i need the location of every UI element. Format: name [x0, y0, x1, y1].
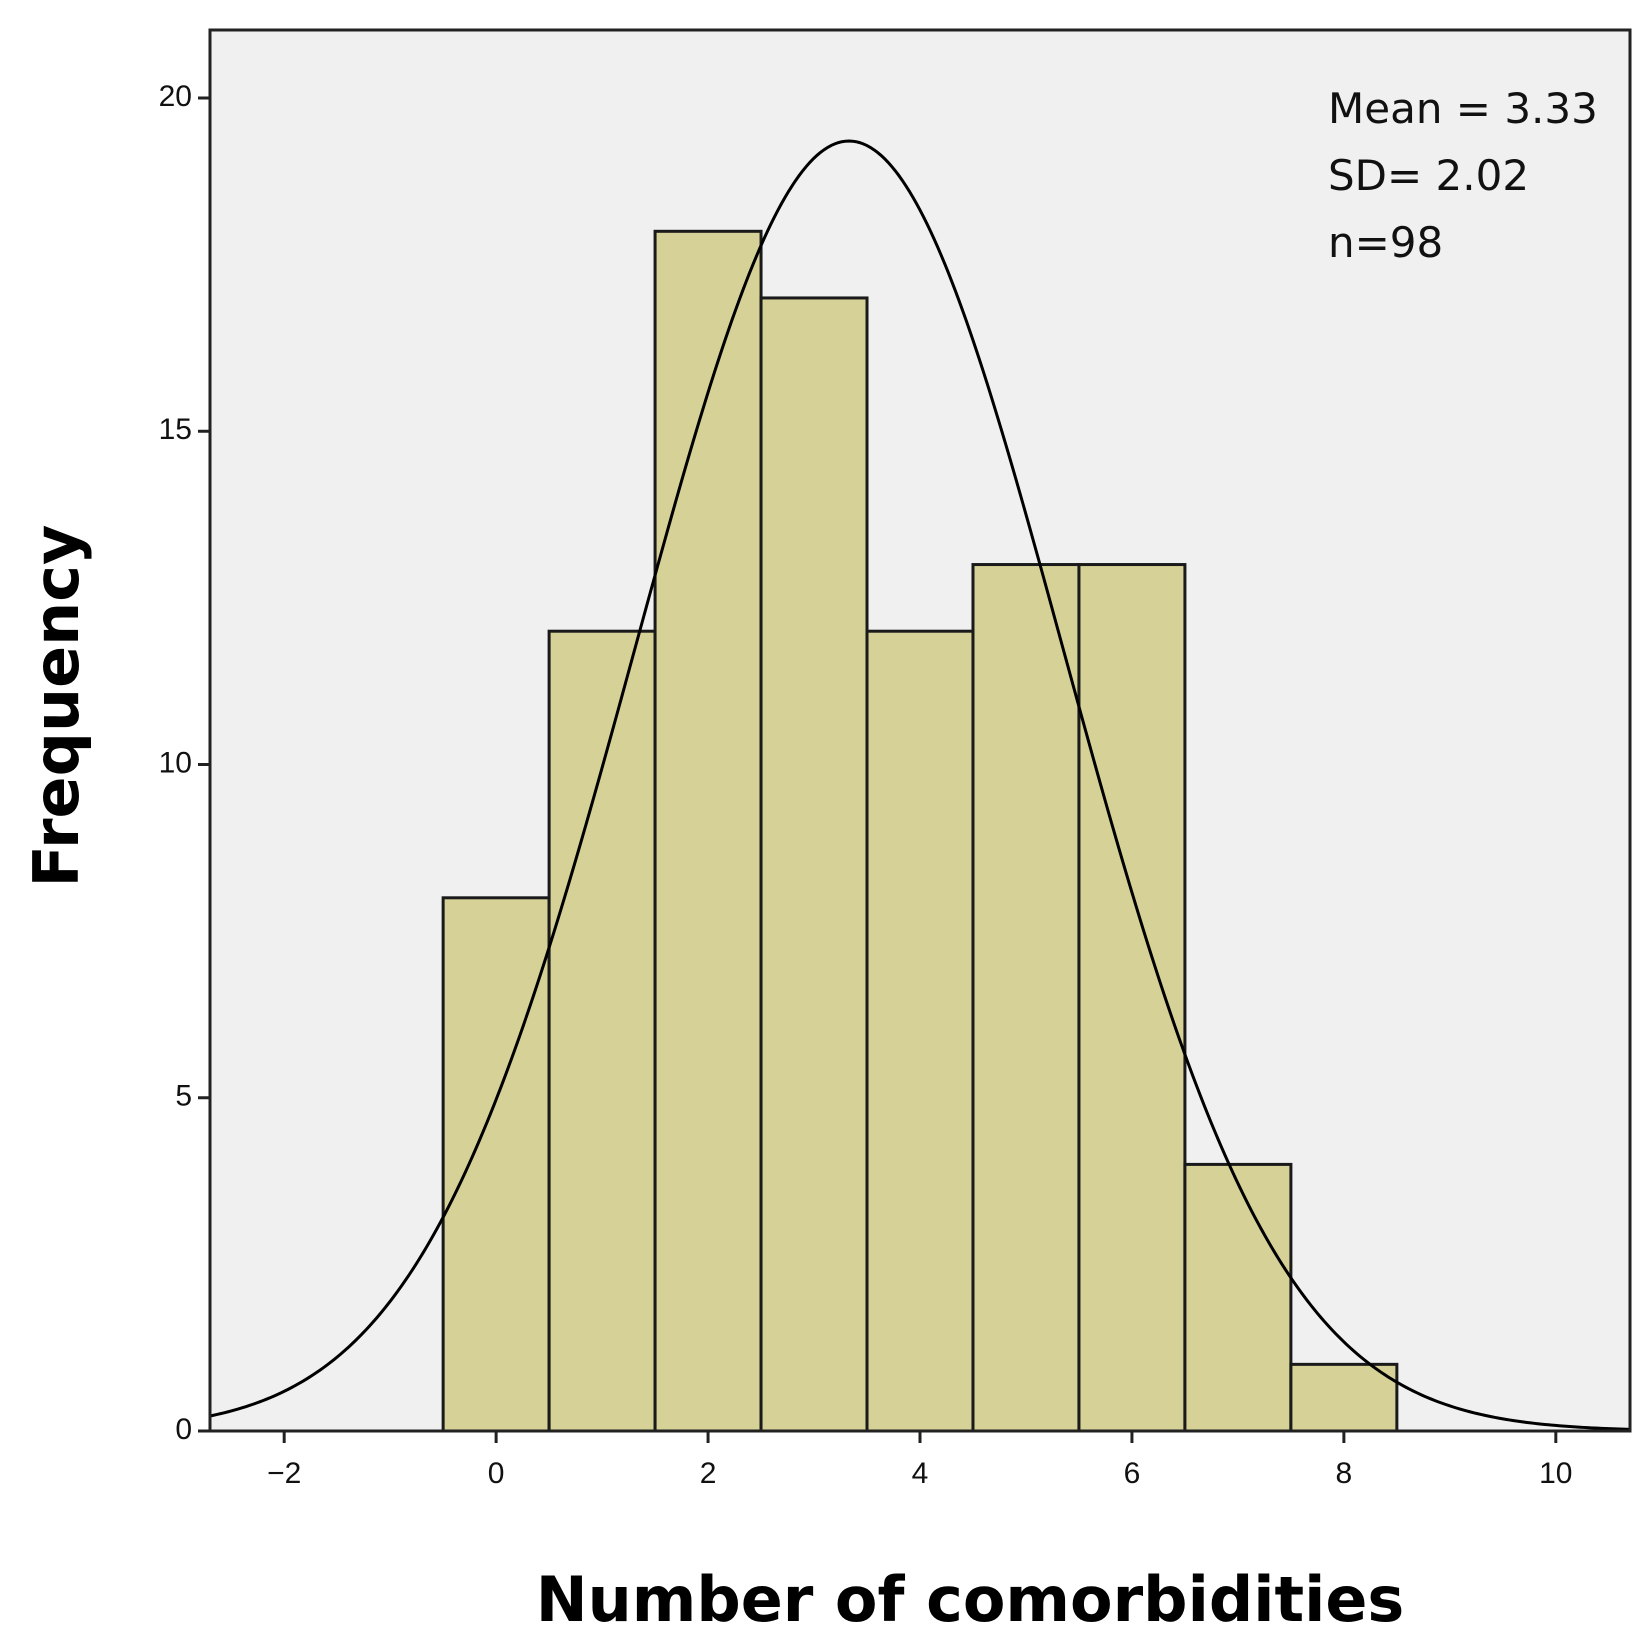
x-axis-title: Number of comorbidities: [536, 1563, 1405, 1636]
histogram-bar-8: [1289, 1362, 1399, 1433]
histogram-bar-6: [1077, 563, 1187, 1433]
histogram-bar-0: [441, 896, 551, 1433]
histogram-bar-4: [865, 629, 975, 1433]
x-tick-label: 2: [700, 1457, 717, 1490]
y-tick-label: 5: [175, 1080, 192, 1113]
histogram-bar-7: [1183, 1162, 1293, 1433]
x-tick-label: 8: [1336, 1457, 1353, 1490]
x-tick-label: 10: [1539, 1457, 1572, 1490]
x-tick-label: 6: [1124, 1457, 1141, 1490]
stats-sd: SD= 2.02: [1328, 151, 1529, 200]
y-axis-title: Frequency: [20, 525, 93, 888]
stats-n: n=98: [1328, 218, 1443, 267]
x-tick-label: −2: [267, 1457, 301, 1490]
normal-curve: [209, 139, 1631, 1431]
histogram-bar-1: [547, 629, 657, 1433]
stats-mean: Mean = 3.33: [1328, 84, 1598, 133]
y-tick-label: 10: [159, 746, 192, 779]
x-tick-label: 4: [912, 1457, 929, 1490]
y-tick-label: 20: [159, 80, 192, 113]
x-tick-label: 0: [488, 1457, 505, 1490]
axis-ticks: 0 5 10 15 20 −2 0 2 4 6 8 10: [159, 80, 1573, 1490]
histogram-bar-5: [971, 563, 1081, 1433]
histogram-bars: [441, 229, 1399, 1433]
histogram-bar-3: [759, 296, 869, 1433]
y-tick-label: 15: [159, 413, 192, 446]
histogram-bar-2: [653, 229, 763, 1433]
y-tick-label: 0: [175, 1413, 192, 1446]
